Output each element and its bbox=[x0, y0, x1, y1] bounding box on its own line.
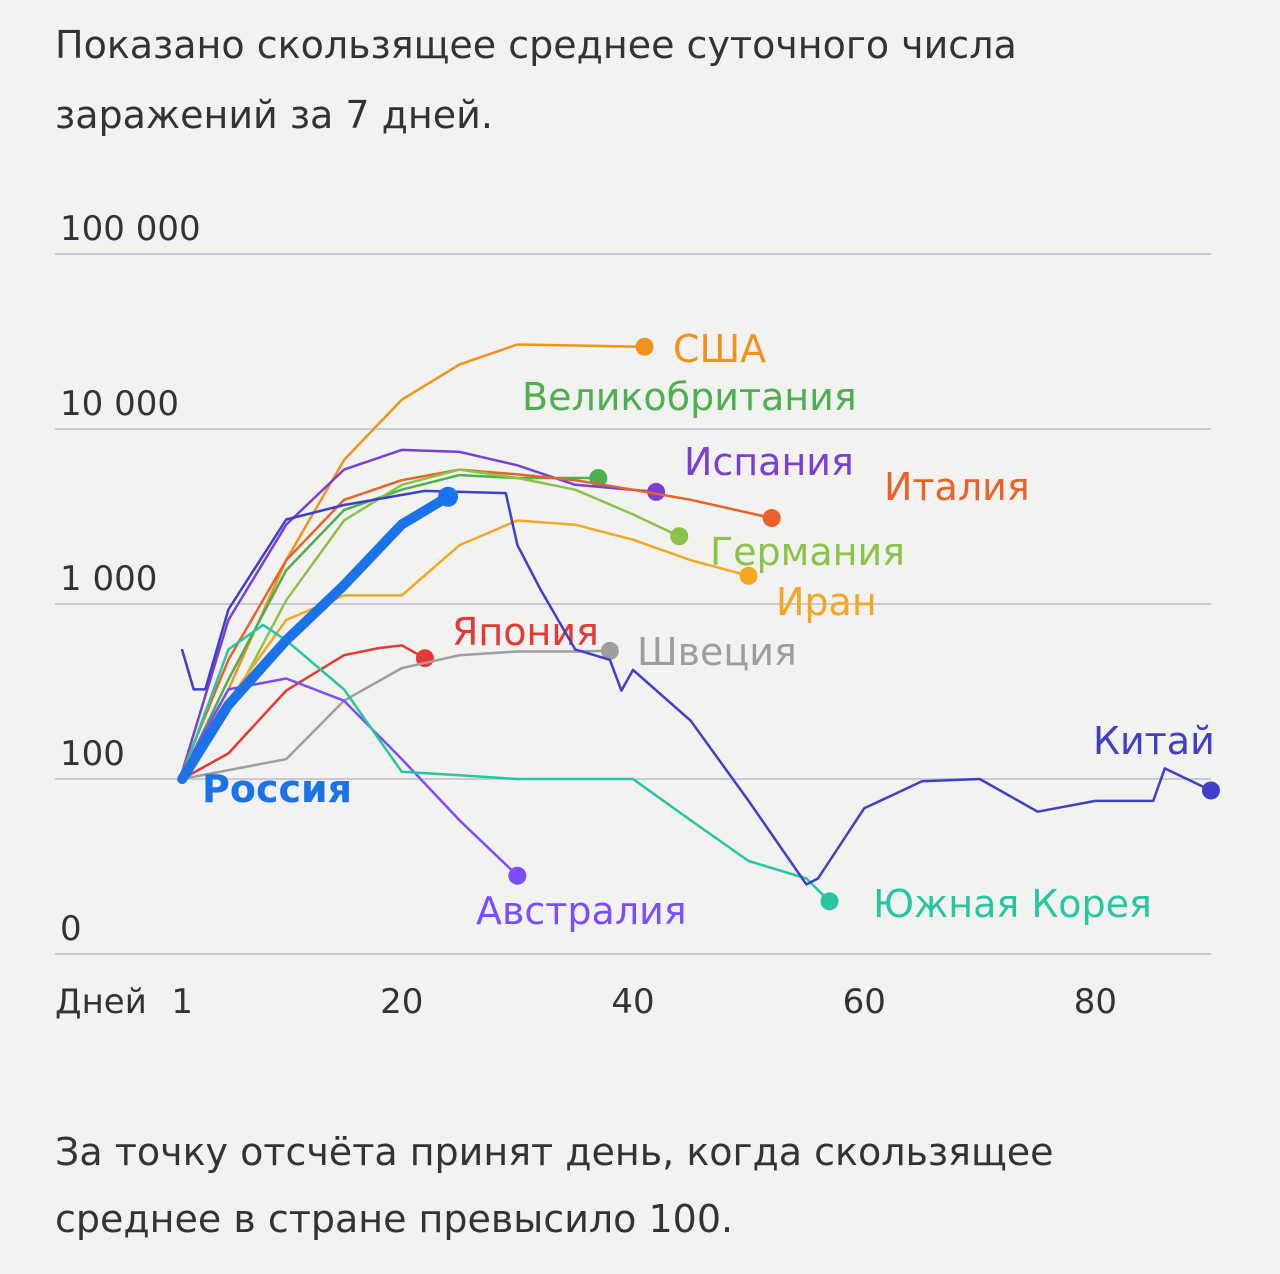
end-point bbox=[508, 866, 527, 885]
y-tick-label: 0 bbox=[60, 909, 82, 949]
end-point bbox=[438, 486, 459, 507]
series-label: США bbox=[673, 327, 766, 371]
series-label: Испания bbox=[684, 440, 854, 484]
series-label: Россия bbox=[202, 767, 352, 811]
series-line bbox=[180, 468, 681, 781]
end-point bbox=[1202, 781, 1220, 800]
series-label: Германия bbox=[710, 530, 905, 574]
series-line bbox=[180, 343, 646, 777]
series-line bbox=[180, 644, 427, 781]
x-tick-label: 40 bbox=[611, 982, 654, 1022]
x-tick-label: 1 bbox=[171, 982, 193, 1022]
footer-line: За точку отсчёта принят день, когда скол… bbox=[55, 1130, 1054, 1174]
end-point bbox=[600, 641, 619, 660]
y-tick-label: 100 bbox=[60, 734, 125, 774]
series-label: Южная Корея bbox=[873, 882, 1152, 926]
series-label: Италия bbox=[884, 465, 1030, 509]
series-label: Австралия bbox=[476, 889, 687, 933]
x-tick-label: 80 bbox=[1074, 982, 1117, 1022]
series-label: Китай bbox=[1093, 719, 1215, 763]
header-line: Показано скользящее среднее суточного чи… bbox=[55, 23, 1017, 67]
x-tick-label: 60 bbox=[843, 982, 886, 1022]
y-tick-label: 100 000 bbox=[60, 209, 201, 249]
end-point bbox=[739, 566, 758, 585]
x-axis-label: Дней bbox=[55, 982, 147, 1022]
series-line bbox=[180, 489, 1213, 886]
end-point bbox=[647, 482, 666, 501]
end-point bbox=[635, 337, 654, 356]
series-label: Иран bbox=[776, 580, 877, 624]
series-line bbox=[180, 649, 612, 781]
y-tick-label: 10 000 bbox=[60, 384, 179, 424]
end-point bbox=[670, 527, 689, 546]
series-label: Швеция bbox=[637, 630, 797, 674]
end-point bbox=[820, 892, 839, 911]
series-label: Япония bbox=[452, 610, 599, 654]
series-label: Великобритания bbox=[522, 375, 857, 419]
series-line bbox=[177, 491, 453, 784]
end-point bbox=[762, 509, 781, 528]
header-line: заражений за 7 дней. bbox=[55, 93, 493, 137]
x-tick-label: 20 bbox=[380, 982, 423, 1022]
series-line bbox=[180, 623, 831, 903]
footer-line: среднее в стране превысило 100. bbox=[55, 1197, 733, 1241]
y-tick-label: 1 000 bbox=[60, 559, 157, 599]
series-line bbox=[180, 677, 519, 877]
series-line bbox=[180, 519, 750, 777]
